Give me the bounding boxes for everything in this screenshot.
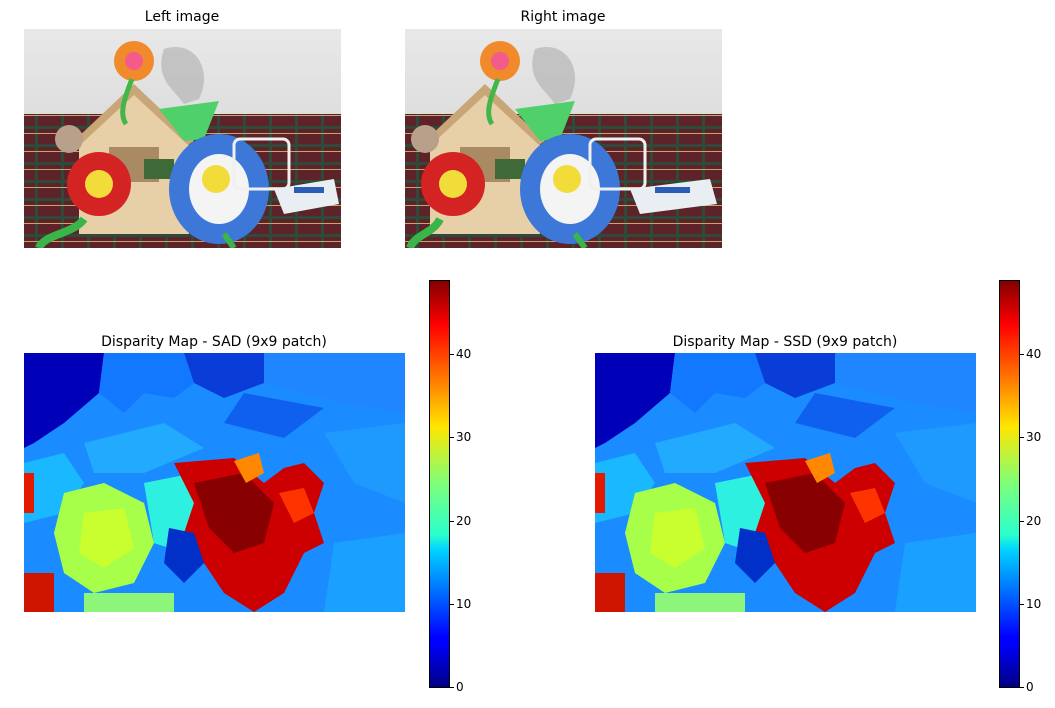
sad-colorbar-tick-label: 0	[456, 680, 464, 694]
sad-map-title: Disparity Map - SAD (9x9 patch)	[101, 334, 327, 350]
right-image	[405, 29, 722, 248]
sad-colorbar-tick-label: 40	[456, 347, 472, 361]
ssd-map-title: Disparity Map - SSD (9x9 patch)	[672, 334, 898, 350]
sad-colorbar-tick	[450, 354, 454, 355]
sad-colorbar-tick-label: 10	[456, 597, 472, 611]
sad-colorbar-tick	[450, 687, 454, 688]
sad-colorbar-tick-label: 20	[456, 514, 472, 528]
sad-colorbar-tick-label: 30	[456, 430, 472, 444]
ssd-colorbar-tick-label: 30	[1026, 430, 1042, 444]
left-image	[24, 29, 341, 248]
ssd-colorbar-tick-label: 20	[1026, 514, 1042, 528]
ssd-colorbar-tick-label: 40	[1026, 347, 1042, 361]
ssd-colorbar-tick	[1020, 604, 1024, 605]
ssd-colorbar-tick	[1020, 437, 1024, 438]
left-image-title: Left image	[144, 9, 220, 25]
ssd-colorbar	[999, 280, 1020, 688]
right-image-title: Right image	[520, 9, 606, 25]
ssd-colorbar-tick	[1020, 687, 1024, 688]
sad-colorbar-tick	[450, 521, 454, 522]
sad-colorbar	[429, 280, 450, 688]
sad-colorbar-tick	[450, 437, 454, 438]
sad-colorbar-tick	[450, 604, 454, 605]
ssd-colorbar-tick	[1020, 521, 1024, 522]
ssd-colorbar-tick-label: 0	[1026, 680, 1034, 694]
ssd-disparity-map	[595, 353, 976, 612]
sad-disparity-map	[24, 353, 405, 612]
ssd-colorbar-tick-label: 10	[1026, 597, 1042, 611]
ssd-colorbar-tick	[1020, 354, 1024, 355]
